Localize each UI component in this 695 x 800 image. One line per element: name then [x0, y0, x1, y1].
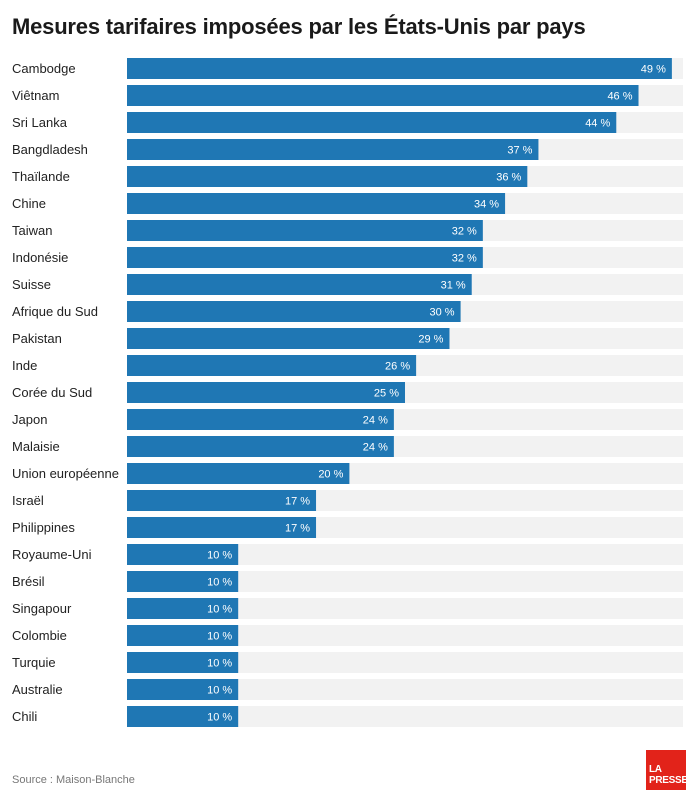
value-label-taiwan: 32 % [452, 226, 477, 238]
bar-track-australie [127, 679, 683, 700]
category-label-philippines: Philippines [12, 520, 75, 535]
la-presse-logo: LA PRESSE [646, 750, 688, 790]
value-label-chine: 34 % [474, 199, 499, 211]
category-label-bresil: Brésil [12, 574, 45, 589]
bar-inde [127, 355, 417, 376]
value-label-royaume-uni: 10 % [207, 550, 232, 562]
category-label-israel: Israël [12, 493, 44, 508]
bar-turquie [127, 652, 239, 673]
bar-thailande [127, 166, 528, 187]
category-label-australie: Australie [12, 682, 63, 697]
value-label-inde: 26 % [385, 361, 410, 373]
bar-chart: Cambodge 49 % Viêtnam 46 % Sri Lanka 44 % Bang… [12, 58, 683, 727]
value-label-union-europeenne: 20 % [318, 469, 343, 481]
logo-line-2: PRESSE [649, 775, 688, 786]
value-label-israel: 17 % [285, 496, 310, 508]
category-label-japon: Japon [12, 412, 47, 427]
bar-track-colombie [127, 625, 683, 646]
value-label-vietnam: 46 % [607, 91, 632, 103]
value-label-thailande: 36 % [496, 172, 521, 184]
value-label-australie: 10 % [207, 685, 232, 697]
value-label-chili: 10 % [207, 712, 232, 724]
category-label-suisse: Suisse [12, 277, 51, 292]
value-label-philippines: 17 % [285, 523, 310, 535]
category-label-coree-du-sud: Corée du Sud [12, 385, 92, 400]
category-label-cambodge: Cambodge [12, 61, 76, 76]
bar-bresil [127, 571, 239, 592]
category-label-inde: Inde [12, 358, 37, 373]
bar-track-chili [127, 706, 683, 727]
value-label-bangdladesh: 37 % [507, 145, 532, 157]
bar-chili [127, 706, 239, 727]
bar-pakistan [127, 328, 450, 349]
bar-israel [127, 490, 317, 511]
category-label-chili: Chili [12, 709, 37, 724]
category-label-turquie: Turquie [12, 655, 56, 670]
bar-suisse [127, 274, 472, 295]
bar-malaisie [127, 436, 394, 457]
bar-indonesie [127, 247, 483, 268]
bar-colombie [127, 625, 239, 646]
value-label-pakistan: 29 % [418, 334, 443, 346]
bar-cambodge [127, 58, 672, 79]
bar-taiwan [127, 220, 483, 241]
category-label-chine: Chine [12, 196, 46, 211]
category-label-indonesie: Indonésie [12, 250, 68, 265]
bar-union-europeenne [127, 463, 350, 484]
category-label-royaume-uni: Royaume-Uni [12, 547, 92, 562]
bar-afrique-du-sud [127, 301, 461, 322]
bar-philippines [127, 517, 317, 538]
value-label-colombie: 10 % [207, 631, 232, 643]
bar-australie [127, 679, 239, 700]
value-label-turquie: 10 % [207, 658, 232, 670]
bar-singapour [127, 598, 239, 619]
bar-bangdladesh [127, 139, 539, 160]
category-label-bangdladesh: Bangdladesh [12, 142, 88, 157]
value-label-bresil: 10 % [207, 577, 232, 589]
bar-royaume-uni [127, 544, 239, 565]
bar-coree-du-sud [127, 382, 405, 403]
category-label-taiwan: Taiwan [12, 223, 52, 238]
value-label-coree-du-sud: 25 % [374, 388, 399, 400]
category-label-vietnam: Viêtnam [12, 88, 59, 103]
value-label-sri-lanka: 44 % [585, 118, 610, 130]
category-label-union-europeenne: Union européenne [12, 466, 119, 481]
bar-track-royaume-uni [127, 544, 683, 565]
bar-sri-lanka [127, 112, 617, 133]
category-label-sri-lanka: Sri Lanka [12, 115, 68, 130]
value-label-suisse: 31 % [441, 280, 466, 292]
category-label-colombie: Colombie [12, 628, 67, 643]
bar-track-turquie [127, 652, 683, 673]
value-label-malaisie: 24 % [363, 442, 388, 454]
value-label-singapour: 10 % [207, 604, 232, 616]
bar-vietnam [127, 85, 639, 106]
value-label-japon: 24 % [363, 415, 388, 427]
chart-title: Mesures tarifaires imposées par les État… [12, 14, 586, 39]
logo-line-1: LA [649, 764, 662, 775]
bar-track-bresil [127, 571, 683, 592]
bar-japon [127, 409, 394, 430]
value-label-indonesie: 32 % [452, 253, 477, 265]
value-label-cambodge: 49 % [641, 64, 666, 76]
source-note: Source : Maison-Blanche [12, 774, 135, 786]
category-label-singapour: Singapour [12, 601, 72, 616]
category-label-malaisie: Malaisie [12, 439, 60, 454]
category-label-afrique-du-sud: Afrique du Sud [12, 304, 98, 319]
category-label-thailande: Thaïlande [12, 169, 70, 184]
value-label-afrique-du-sud: 30 % [430, 307, 455, 319]
bar-track-singapour [127, 598, 683, 619]
bar-chine [127, 193, 506, 214]
category-label-pakistan: Pakistan [12, 331, 62, 346]
